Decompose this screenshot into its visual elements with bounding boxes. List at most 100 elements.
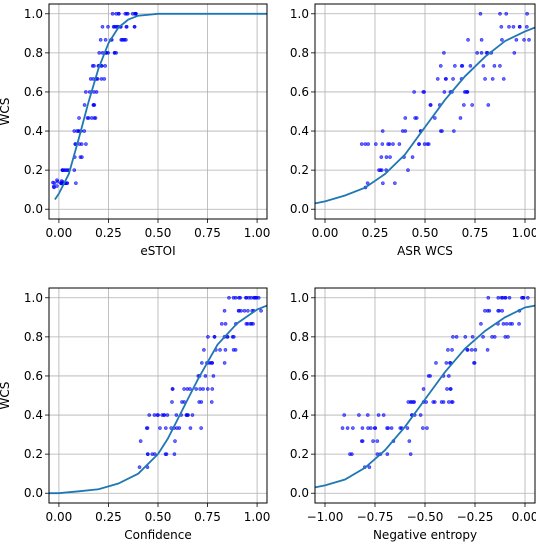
scatter-point: [223, 322, 228, 326]
scatter-point: [206, 335, 210, 339]
y-tick-label: 0.2: [24, 447, 43, 461]
scatter-point: [233, 295, 238, 300]
scatter-point: [110, 11, 115, 16]
y-tick-label: 0.2: [290, 163, 309, 177]
scatter-point: [94, 90, 99, 94]
scatter-point: [384, 155, 389, 159]
scatter-point: [483, 77, 487, 81]
scatter-point: [137, 465, 142, 469]
scatter-point: [219, 322, 224, 326]
scatter-point: [225, 335, 230, 339]
scatter-point: [122, 38, 127, 42]
scatter-point: [479, 322, 483, 326]
scatter-point: [79, 142, 84, 146]
scatter-point: [368, 426, 373, 430]
scatter-point: [500, 309, 504, 313]
scatter-point: [448, 361, 452, 365]
scatter-point: [65, 181, 70, 185]
scatter-point: [360, 426, 365, 430]
scatter-point: [486, 295, 491, 300]
scatter-point: [479, 38, 484, 42]
scatter-point: [446, 348, 450, 352]
y-tick-label: 0.6: [290, 85, 309, 99]
scatter-point: [387, 142, 392, 146]
x-axis-label: ASR WCS: [397, 244, 453, 258]
scatter-point: [470, 103, 474, 107]
y-tick-label: 0.6: [290, 369, 309, 383]
x-tick-label: −0.50: [407, 510, 444, 524]
scatter-point: [441, 400, 446, 404]
y-tick-label: 0.8: [290, 46, 309, 60]
y-tick-label: 0.0: [290, 486, 309, 500]
scatter-point: [106, 25, 110, 29]
scatter-point: [182, 387, 186, 391]
scatter-point: [492, 335, 497, 339]
scatter-point: [499, 25, 504, 29]
x-tick-label: 0.00: [312, 226, 339, 240]
x-tick-label: 0.25: [362, 226, 389, 240]
scatter-point: [408, 452, 413, 456]
scatter-point: [218, 348, 222, 352]
scatter-point: [445, 387, 449, 391]
scatter-point: [372, 426, 377, 430]
x-axis-label: Negative entropy: [373, 528, 477, 542]
scatter-point: [498, 11, 502, 16]
scatter-point: [170, 387, 175, 391]
scatter-point: [85, 116, 90, 120]
scatter-point: [103, 64, 107, 68]
scatter-point: [239, 309, 243, 313]
scatter-point: [164, 426, 168, 430]
x-tick-label: 1.00: [244, 510, 271, 524]
scatter-point: [98, 38, 103, 42]
scatter-point: [444, 77, 448, 81]
scatter-point: [146, 452, 150, 456]
scatter-point: [54, 184, 59, 188]
scatter-point: [380, 142, 385, 146]
scatter-point: [134, 11, 138, 16]
scatter-point: [442, 90, 447, 94]
y-tick-label: 0.0: [24, 486, 43, 500]
scatter-point: [92, 64, 96, 68]
y-tick-label: 0.0: [290, 202, 309, 216]
scatter-point: [425, 426, 429, 430]
scatter-point: [92, 116, 97, 120]
scatter-point: [508, 322, 512, 326]
scatter-point: [222, 361, 227, 365]
scatter-point: [199, 426, 203, 430]
y-tick-label: 0.8: [24, 330, 43, 344]
scatter-point: [363, 142, 368, 146]
scatter-point: [421, 426, 425, 430]
scatter-point: [481, 64, 486, 68]
scatter-point: [485, 348, 490, 352]
scatter-point: [359, 142, 364, 146]
scatter-point: [340, 426, 345, 430]
scatter-point: [393, 181, 397, 185]
scatter-point: [526, 295, 530, 300]
y-tick-label: 0.4: [24, 408, 43, 422]
scatter-point: [124, 25, 129, 29]
y-tick-label: 1.0: [290, 291, 309, 305]
x-tick-label: 0.50: [145, 226, 172, 240]
scatter-point: [380, 129, 385, 133]
scatter-point: [412, 90, 416, 94]
scatter-point: [376, 413, 381, 417]
y-tick-label: 0.4: [290, 124, 309, 138]
x-tick-label: −1.00: [307, 510, 344, 524]
scatter-point: [177, 426, 182, 430]
scatter-point: [55, 178, 59, 182]
scatter-point: [475, 51, 479, 55]
scatter-point: [498, 64, 502, 68]
scatter-point: [435, 77, 440, 81]
scatter-point: [203, 374, 208, 378]
scatter-point: [504, 11, 509, 16]
scatter-point: [162, 413, 167, 417]
y-tick-label: 0.8: [290, 330, 309, 344]
scatter-point: [388, 155, 392, 159]
scatter-point: [381, 181, 385, 186]
scatter-point: [233, 348, 238, 352]
scatter-point: [88, 77, 93, 81]
scatter-point: [507, 295, 512, 300]
scatter-point: [147, 413, 152, 417]
scatter-point: [465, 348, 470, 352]
